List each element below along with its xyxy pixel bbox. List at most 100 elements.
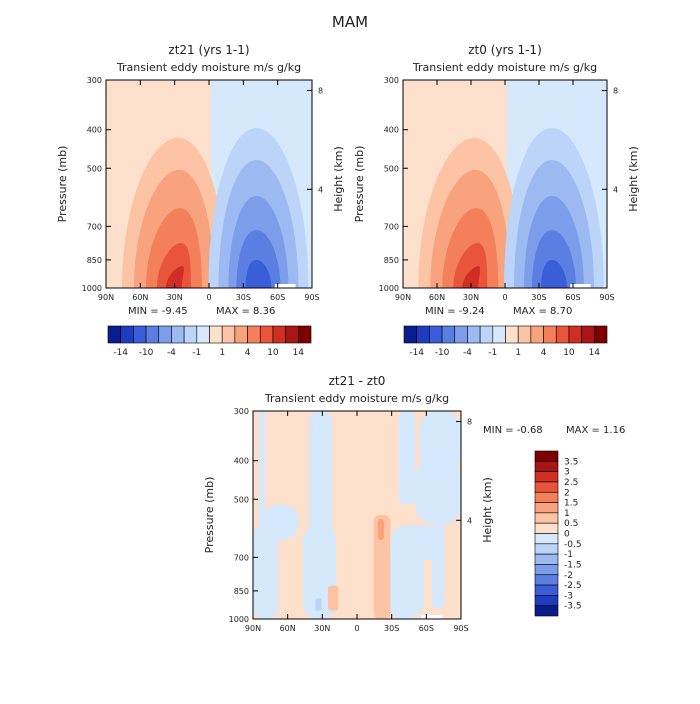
colorbar-swatch <box>183 325 198 344</box>
figure-title: MAM <box>332 13 368 31</box>
contour-neg-1 <box>415 456 461 526</box>
y-tick-label: 300 <box>384 76 399 85</box>
y-tick-label: 850 <box>384 256 399 265</box>
y2-tick-label: 8 <box>318 87 323 96</box>
contour-neg-1 <box>263 504 299 540</box>
y-tick-label: 400 <box>234 457 249 466</box>
x-tick-label: 60S <box>419 624 434 633</box>
colorbar-label: -0.5 <box>564 540 582 550</box>
max-label: MAX = 1.16 <box>566 425 625 436</box>
colorbar-swatch <box>479 325 494 344</box>
contour-gap <box>274 284 296 288</box>
colorbar-swatch <box>534 512 559 524</box>
y-tick-label: 700 <box>234 553 249 562</box>
colorbar-swatch <box>285 325 299 344</box>
colorbar-swatch <box>534 553 559 565</box>
colorbar-label: -10 <box>139 348 154 358</box>
colorbar-swatch <box>247 325 261 344</box>
colorbar-swatch <box>581 325 595 344</box>
colorbar-swatch <box>534 574 559 586</box>
contour-field <box>253 411 461 619</box>
y-tick-label: 1000 <box>229 615 249 624</box>
contour-field <box>106 80 312 288</box>
colorbar-label: 3.5 <box>564 457 578 467</box>
colorbar: -14 -10 -4 -1 1 4 10 14 <box>107 325 312 358</box>
panel-2: zt0 (yrs 1-1) Transient eddy moisture m/s… <box>353 43 640 358</box>
colorbar-label: 1 <box>219 348 225 358</box>
colorbar-swatch <box>416 325 430 344</box>
y2-axis-label: Height (km) <box>627 146 640 212</box>
contour-neg-1 <box>253 525 278 619</box>
colorbar-swatch <box>534 522 559 534</box>
colorbar-swatch <box>594 325 608 344</box>
colorbar-label: 0 <box>564 530 570 540</box>
colorbar-label: 2.5 <box>564 478 578 488</box>
colorbar-swatch <box>534 502 559 514</box>
colorbar-label: 1.5 <box>564 499 578 509</box>
x-tick-label: 60N <box>132 293 148 302</box>
colorbar-swatch <box>534 481 559 493</box>
y-tick-label: 500 <box>87 164 102 173</box>
y2-axis-label: Height (km) <box>332 146 345 212</box>
y-axis-label: Pressure (mb) <box>353 146 366 223</box>
colorbar-label: -2.5 <box>564 581 582 591</box>
x-tick-label: 90N <box>98 293 114 302</box>
x-tick-label: 90S <box>453 624 468 633</box>
colorbar-swatch <box>429 325 443 344</box>
y-tick-label: 700 <box>384 222 399 231</box>
colorbar-label: 1 <box>564 509 570 519</box>
contour-pos-2 <box>327 585 339 611</box>
colorbar-swatch <box>454 325 468 344</box>
panel-subtitle: Transient eddy moisture m/s g/kg <box>264 392 449 405</box>
colorbar-swatch <box>492 325 506 344</box>
colorbar: 3.532.521.510.50-0.5-1-1.5-2-2.5-3-3.5 <box>534 450 582 617</box>
x-tick-label: 90S <box>304 293 319 302</box>
colorbar-swatch <box>555 325 570 344</box>
colorbar-label: 10 <box>563 348 575 358</box>
contour-field <box>403 80 607 288</box>
y-tick-label: 1000 <box>82 284 102 293</box>
x-tick-label: 60N <box>429 293 445 302</box>
x-tick-label: 60N <box>280 624 296 633</box>
colorbar-swatch <box>107 325 121 344</box>
colorbar-swatch <box>196 325 210 344</box>
y2-tick-label: 4 <box>467 516 472 525</box>
colorbar-label: 10 <box>267 348 279 358</box>
colorbar-swatch <box>534 450 559 462</box>
min-label: MIN = -0.68 <box>483 425 543 436</box>
colorbar-label: -2 <box>564 571 573 581</box>
colorbar-swatch <box>120 325 134 344</box>
x-tick-label: 30N <box>463 293 479 302</box>
x-tick-label: 90N <box>245 624 261 633</box>
contour-neg-1 <box>398 411 416 505</box>
colorbar-label: -14 <box>113 348 128 358</box>
contour-gap <box>570 284 591 288</box>
colorbar-swatch <box>505 325 519 344</box>
colorbar-label: 0.5 <box>564 519 578 529</box>
y-tick-label: 300 <box>234 407 249 416</box>
colorbar-swatch <box>534 584 559 596</box>
colorbar-swatch <box>133 325 147 344</box>
y-tick-label: 1000 <box>379 284 399 293</box>
x-tick-label: 30N <box>167 293 183 302</box>
colorbar-swatch <box>158 325 172 344</box>
y2-tick-label: 4 <box>613 185 618 194</box>
x-tick-label: 60S <box>270 293 285 302</box>
contour-pos-5 <box>165 266 184 288</box>
colorbar-label: -10 <box>435 348 450 358</box>
y2-tick-label: 8 <box>613 87 618 96</box>
colorbar-swatch <box>534 461 559 472</box>
panel-title: zt0 (yrs 1-1) <box>468 43 542 57</box>
max-label: MAX = 8.36 <box>216 306 275 317</box>
contour-gap <box>421 615 443 619</box>
colorbar-label: 4 <box>541 348 547 358</box>
colorbar-label: 1 <box>515 348 521 358</box>
colorbar-label: 3 <box>564 468 570 478</box>
x-tick-label: 90N <box>395 293 411 302</box>
colorbar-label: -4 <box>167 348 176 358</box>
colorbar-label: 14 <box>293 348 305 358</box>
colorbar-swatch <box>467 325 481 344</box>
colorbar-swatch <box>530 325 544 344</box>
y-tick-label: 400 <box>87 126 102 135</box>
